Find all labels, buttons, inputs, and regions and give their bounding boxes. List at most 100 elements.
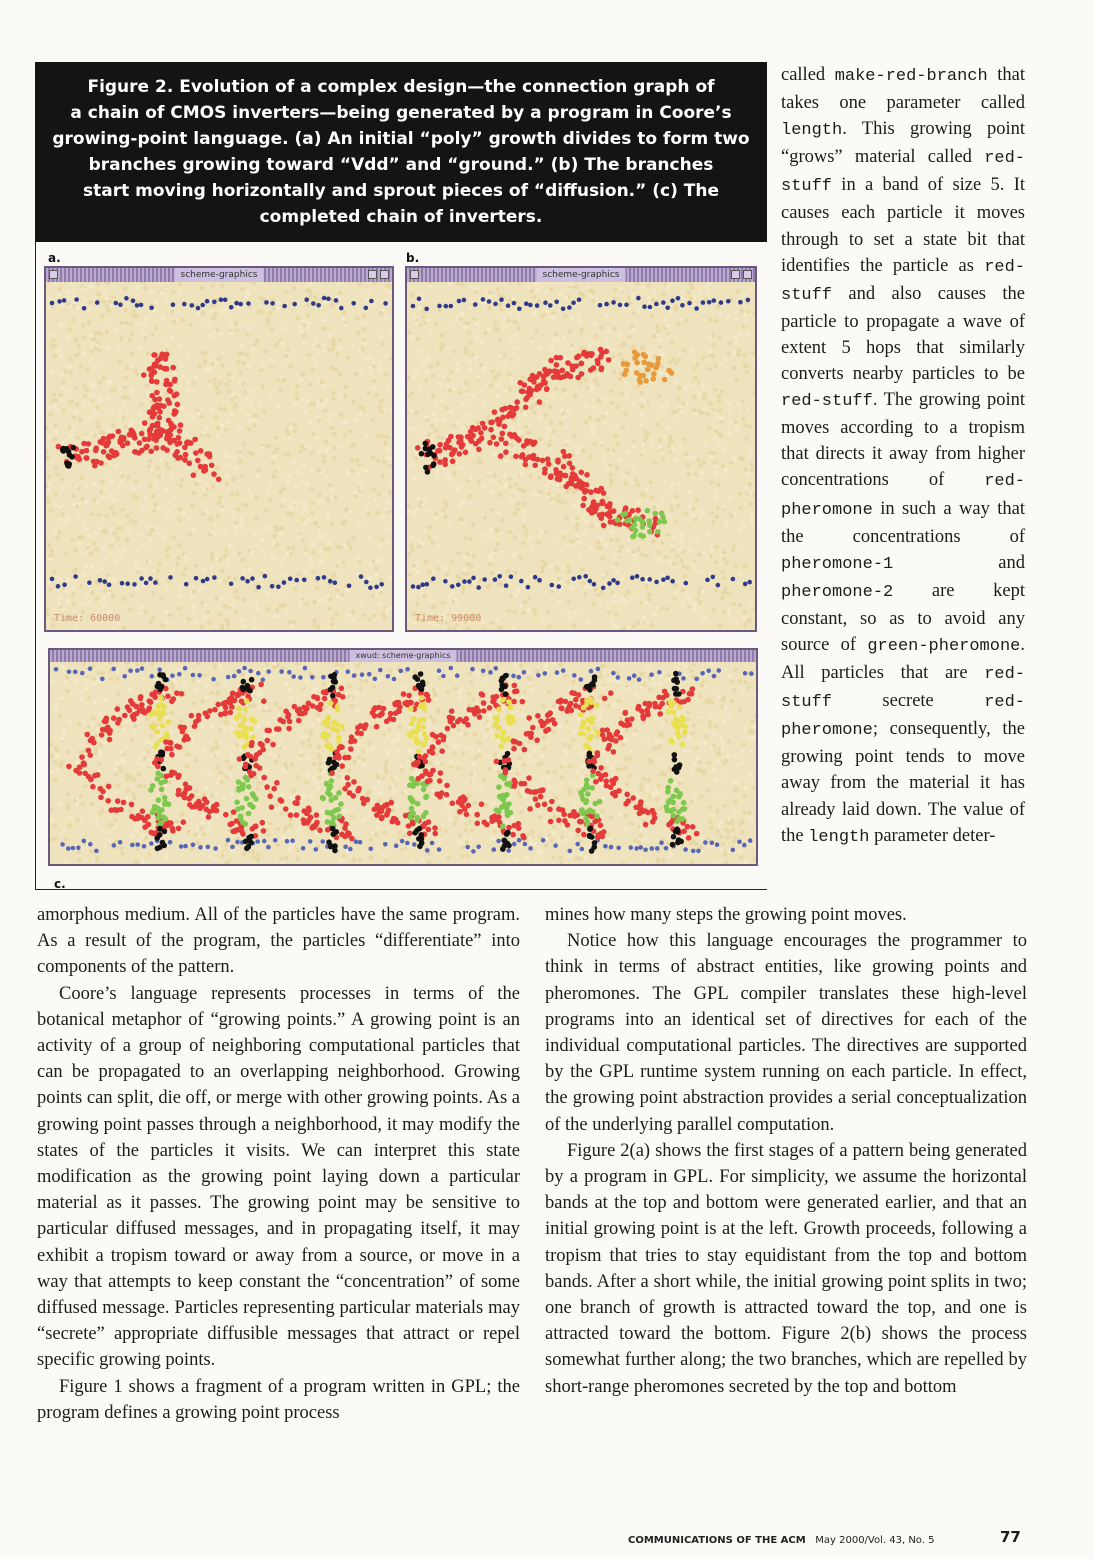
particle — [271, 665, 277, 670]
poly-particle — [600, 522, 607, 529]
particle — [197, 363, 202, 369]
particle — [467, 367, 472, 373]
band-particle — [97, 578, 103, 583]
window-menu-button[interactable] — [49, 270, 58, 279]
particle — [283, 452, 288, 458]
particle — [438, 619, 444, 625]
particle — [380, 473, 386, 478]
particle — [111, 511, 117, 516]
particle — [481, 366, 487, 371]
particle — [65, 689, 70, 694]
window-minimize-button[interactable] — [731, 270, 740, 279]
particle — [233, 321, 239, 326]
particle — [303, 552, 308, 557]
poly-particle — [607, 519, 614, 525]
particle — [151, 494, 156, 499]
particle — [541, 565, 546, 570]
particle — [502, 352, 507, 357]
diffusion-particle — [634, 360, 640, 366]
particle — [67, 295, 72, 301]
window-menu-button[interactable] — [410, 270, 419, 279]
particle — [572, 730, 578, 735]
poly-particle — [148, 372, 155, 379]
particle — [746, 685, 751, 690]
band-particle — [94, 300, 100, 305]
particle — [581, 293, 586, 298]
particle — [660, 498, 665, 504]
particle — [416, 496, 421, 501]
particle — [339, 857, 344, 863]
particle — [239, 520, 244, 525]
particle — [204, 683, 209, 688]
particle — [125, 365, 130, 370]
window-minimize-button[interactable] — [368, 270, 377, 279]
particle — [564, 515, 569, 520]
particle — [738, 602, 743, 608]
band-particle — [125, 581, 130, 586]
particle — [223, 305, 228, 311]
band-particle — [269, 584, 275, 589]
particle — [238, 371, 243, 376]
particle — [665, 401, 670, 406]
particle — [682, 437, 688, 442]
particle — [47, 331, 53, 336]
particle — [345, 588, 351, 593]
particle — [672, 306, 678, 311]
particle — [537, 345, 543, 350]
particle — [89, 802, 94, 807]
particle — [309, 662, 314, 667]
particle — [55, 535, 60, 541]
band-particle — [738, 299, 743, 305]
particle — [284, 289, 289, 294]
particle — [678, 532, 684, 537]
band-particle — [346, 583, 352, 589]
particle — [649, 443, 655, 448]
particle — [717, 623, 722, 628]
particle — [711, 408, 716, 413]
particle — [204, 367, 210, 372]
particle — [190, 678, 196, 683]
particle — [288, 551, 294, 557]
particle — [713, 560, 719, 565]
particle — [732, 510, 737, 515]
particle — [440, 600, 446, 606]
particle — [424, 414, 429, 420]
particle — [712, 731, 717, 736]
particle — [430, 393, 436, 399]
particle — [166, 508, 171, 514]
particle — [98, 742, 103, 748]
band-particle — [49, 300, 55, 306]
time-readout: Time: 60000 — [54, 613, 121, 624]
particle — [485, 584, 490, 589]
particle — [742, 810, 747, 815]
particle — [613, 612, 619, 617]
particle — [87, 307, 92, 312]
particle — [293, 401, 298, 407]
particle — [190, 415, 196, 420]
particle — [196, 310, 201, 316]
particle — [87, 598, 92, 603]
particle — [371, 379, 376, 384]
particle — [121, 415, 126, 420]
band-particle — [497, 574, 502, 579]
poly-particle — [490, 434, 497, 441]
particle — [741, 323, 746, 328]
poly-particle — [151, 404, 157, 410]
poly-particle — [565, 360, 571, 366]
particle — [657, 345, 662, 350]
band-particle — [228, 305, 234, 310]
particle — [122, 403, 128, 408]
particle — [473, 355, 478, 360]
particle — [608, 482, 613, 488]
particle — [273, 754, 278, 760]
poly-particle — [55, 443, 62, 450]
window-maximize-button[interactable] — [743, 270, 752, 279]
particle — [113, 817, 118, 822]
particle — [549, 447, 554, 452]
particle — [446, 576, 452, 581]
particle — [631, 327, 636, 333]
diffusion-particle — [626, 516, 633, 523]
window-maximize-button[interactable] — [380, 270, 389, 279]
particle — [689, 768, 694, 774]
particle — [323, 440, 329, 445]
